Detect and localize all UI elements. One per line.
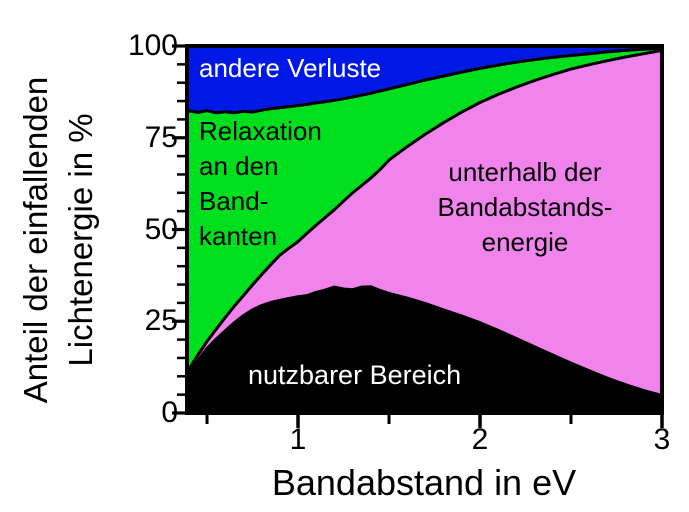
x-axis-title: Bandabstand in eV [271,462,577,503]
area-label-line: energie [481,227,569,257]
area-1 [187,50,662,396]
x-tick-label-3: 3 [653,423,671,456]
plot-frame [185,44,664,415]
y-tick-label-75: 75 [144,120,178,154]
boundary-line-1 [185,48,664,375]
x-tick-label-1: 1 [289,423,307,456]
y-tick-label-100: 100 [127,29,178,62]
area-label-line: Band- [199,186,269,216]
area-label-line: nutzbarer Bereich [248,360,462,390]
y-tick-label-50: 50 [144,212,178,246]
y-tick-label-0: 0 [161,396,178,429]
y-tick-label-25: 25 [144,304,178,338]
area-2 [187,48,662,373]
area-label-relaxation: Relaxation an den Band- kanten [199,114,322,254]
area-label-unterhalb: unterhalb der Bandabstands- energie [405,155,645,260]
area-label-line: kanten [199,221,278,251]
area-label-nutzbarer-bereich: nutzbarer Bereich [248,360,461,390]
boundary-line-0 [185,285,664,397]
area-label-line: unterhalb der [448,157,602,187]
area-label-line: Bandabstands- [437,192,613,222]
area-label-andere-verluste: andere Verluste [199,53,381,83]
area-label-line: an den [199,151,279,181]
area-label-line: andere Verluste [199,53,382,83]
area-label-line: Relaxation [199,116,322,146]
boundary-line-2 [185,46,664,115]
x-tick-label-2: 2 [471,423,489,456]
area-0 [187,286,662,413]
